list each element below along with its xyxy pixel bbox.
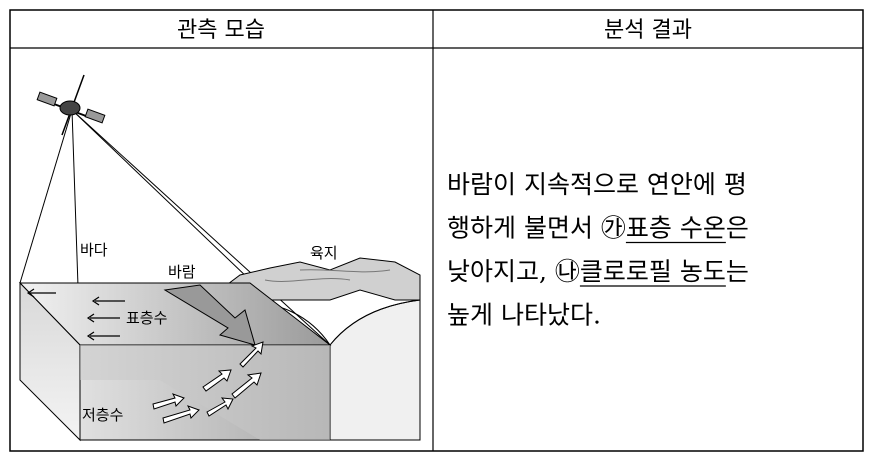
result-segment: 낮아지고, ㉯ bbox=[447, 257, 580, 286]
result-segment: 행하게 불면서 ㉮ bbox=[447, 214, 626, 243]
result-segment: 는 bbox=[726, 257, 749, 286]
table-border bbox=[9, 9, 864, 452]
figure-label: 바다 bbox=[80, 241, 108, 259]
figure-label: 표층수 bbox=[126, 309, 167, 327]
illustration bbox=[18, 74, 421, 442]
result-segment: 바람이 지속적으로 연안에 평 bbox=[447, 170, 747, 199]
result-segment: 높게 나타났다. bbox=[447, 301, 601, 330]
figure-label: 육지 bbox=[310, 244, 338, 262]
result-segment: 클로로필 농도 bbox=[580, 257, 726, 286]
figure-label: 바람 bbox=[168, 263, 196, 281]
figure-label: 저층수 bbox=[82, 406, 123, 424]
header: 분석 결과 bbox=[604, 18, 692, 43]
header: 관측 모습 bbox=[177, 18, 265, 43]
result-segment: 은 bbox=[726, 214, 749, 243]
result-segment: 표층 수온 bbox=[626, 214, 726, 243]
